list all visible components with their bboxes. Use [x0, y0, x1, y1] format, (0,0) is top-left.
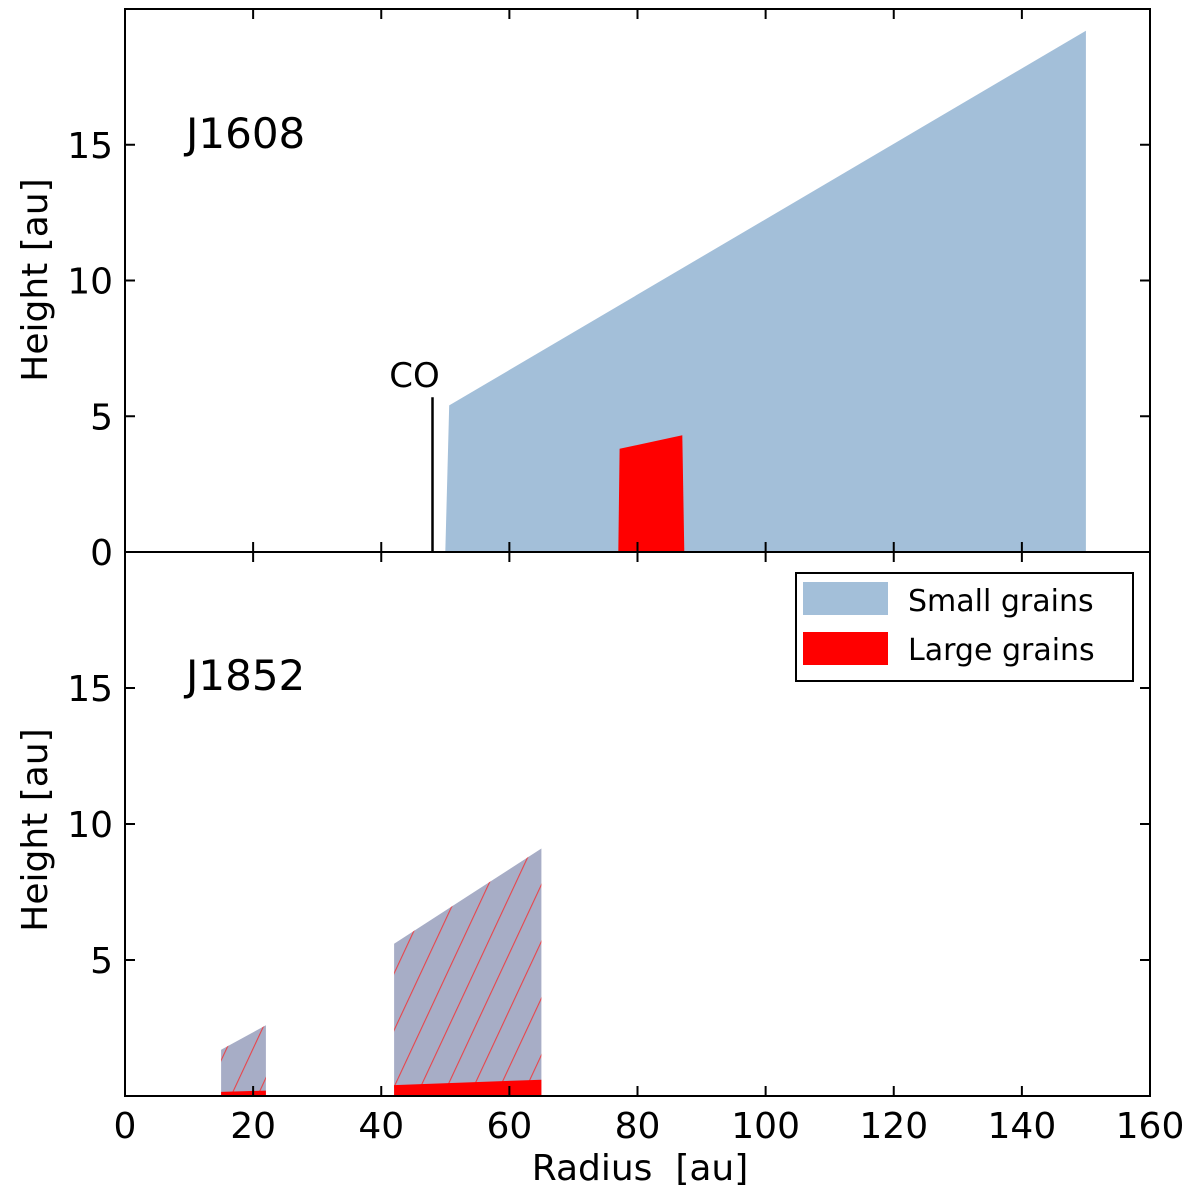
top-series-large-grains — [618, 435, 685, 552]
co-marker-label: CO — [389, 356, 440, 396]
legend-label-large-grains: Large grains — [908, 633, 1095, 668]
panel-top: CO 0 5 10 15 J1608 Height [au] — [15, 8, 1151, 574]
panel-bottom: 5 10 15 0 20 40 60 80 100 120 140 160 J1852 Height … — [15, 551, 1184, 1189]
top-tick-layer: 0 5 10 15 — [67, 9, 1151, 574]
x-tick-label: 20 — [230, 1106, 276, 1147]
top-panel-title: J1608 — [183, 109, 305, 158]
x-tick-label: 100 — [731, 1106, 800, 1147]
top-annotation-layer: CO — [389, 356, 440, 552]
bottom-series-large-grains-ring-1 — [221, 1090, 266, 1096]
bottom-hatch-small-grains-ring-1 — [221, 1025, 266, 1096]
x-tick-label: 140 — [988, 1106, 1057, 1147]
top-y-tick-label: 10 — [67, 262, 113, 303]
bottom-hatch-small-grains-ring-2 — [394, 848, 542, 1096]
top-y-tick-label: 5 — [90, 397, 113, 438]
bottom-series-layer — [221, 848, 542, 1096]
top-series-layer — [445, 30, 1086, 552]
top-y-tick-label: 15 — [67, 126, 113, 167]
bottom-y-tick-label: 10 — [67, 805, 113, 846]
bottom-y-tick-label: 5 — [90, 941, 113, 982]
bottom-y-tick-label: 15 — [67, 669, 113, 710]
x-tick-label: 80 — [615, 1106, 661, 1147]
x-tick-label: 40 — [358, 1106, 404, 1147]
top-series-small-grains — [445, 30, 1086, 552]
legend-swatch-small-grains — [803, 582, 888, 615]
bottom-y-axis-label: Height [au] — [15, 728, 56, 931]
top-y-axis-label: Height [au] — [15, 178, 56, 381]
legend-swatch-large-grains — [803, 632, 888, 665]
legend: Small grains Large grains — [795, 572, 1134, 682]
legend-label-small-grains: Small grains — [908, 584, 1094, 619]
x-tick-label: 0 — [114, 1106, 137, 1147]
bottom-series-large-grains-ring-2 — [394, 1079, 542, 1096]
bottom-tick-layer: 5 10 15 0 20 40 60 80 100 120 140 160 — [67, 552, 1184, 1147]
top-y-tick-label: 0 — [90, 533, 113, 574]
x-axis-label: Radius [au] — [532, 1148, 749, 1189]
x-tick-label: 60 — [486, 1106, 532, 1147]
bottom-panel-title: J1852 — [183, 651, 305, 700]
x-tick-label: 160 — [1116, 1106, 1185, 1147]
x-tick-label: 120 — [859, 1106, 928, 1147]
